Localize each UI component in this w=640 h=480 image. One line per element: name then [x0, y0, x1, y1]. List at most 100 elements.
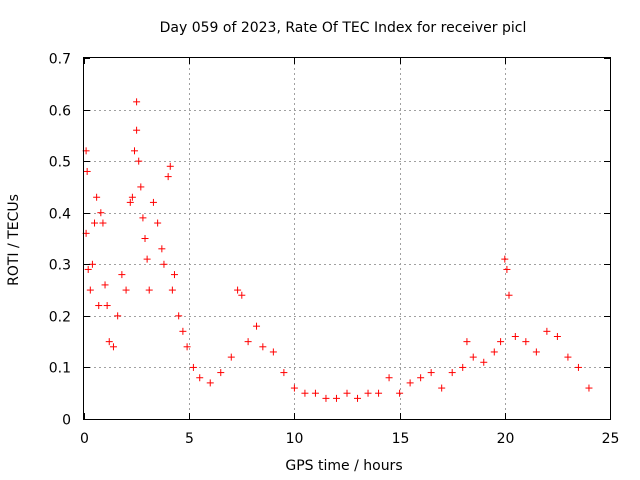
- data-point: [170, 271, 178, 279]
- data-point: [183, 343, 191, 351]
- data-point: [301, 389, 309, 397]
- data-point: [396, 389, 404, 397]
- data-point: [101, 281, 109, 289]
- data-point: [406, 379, 414, 387]
- data-point: [253, 322, 261, 330]
- data-point: [189, 363, 197, 371]
- data-point: [97, 209, 105, 217]
- y-tick-label: 0.5: [49, 155, 71, 171]
- data-point: [343, 389, 351, 397]
- data-point: [95, 302, 103, 310]
- data-point: [141, 235, 149, 242]
- data-point: [532, 348, 540, 356]
- x-tick-label: 15: [392, 431, 410, 447]
- data-point: [179, 327, 187, 335]
- data-point: [564, 353, 572, 361]
- data-point: [128, 193, 136, 201]
- data-point: [149, 198, 157, 206]
- data-point: [145, 286, 153, 294]
- data-point: [501, 255, 509, 263]
- data-point: [122, 286, 130, 294]
- data-point: [553, 332, 561, 340]
- data-point: [175, 312, 183, 320]
- x-tick-label: 5: [185, 431, 194, 447]
- data-point: [105, 338, 113, 346]
- y-axis-label: ROTI / TECUs: [6, 194, 22, 286]
- plot-frame: [83, 57, 611, 420]
- data-point: [118, 271, 126, 279]
- y-tick-label: 0.1: [49, 361, 71, 377]
- data-point: [143, 255, 151, 263]
- data-point: [511, 332, 519, 340]
- chart-title: Day 059 of 2023, Rate Of TEC Index for r…: [160, 20, 527, 36]
- x-tick-label: 0: [80, 431, 89, 447]
- data-point: [164, 173, 172, 181]
- data-point: [311, 389, 319, 397]
- data-point: [497, 338, 505, 346]
- data-point: [154, 219, 162, 227]
- data-marks: [82, 98, 593, 402]
- data-point: [83, 167, 91, 175]
- x-tick-label: 10: [286, 431, 304, 447]
- data-point: [91, 219, 99, 227]
- axis-ticks: 0 5 10 15 20 25 0 0.1 0.2 0.3 0.4 0.5 0.6 0.7: [49, 52, 620, 448]
- x-axis-label: GPS time / hours: [285, 458, 402, 474]
- y-tick-label: 0.2: [49, 310, 71, 326]
- data-point: [158, 245, 166, 253]
- data-point: [574, 363, 582, 371]
- y-tick-label: 0.7: [49, 52, 71, 68]
- grid: [84, 58, 610, 419]
- data-point: [505, 291, 513, 299]
- data-point: [133, 126, 141, 134]
- data-point: [322, 394, 330, 402]
- data-point: [109, 343, 117, 351]
- data-point: [448, 369, 456, 377]
- data-point: [86, 286, 94, 294]
- data-point: [135, 157, 143, 165]
- y-tick-label: 0.4: [49, 207, 71, 223]
- x-tick-label: 20: [497, 431, 515, 447]
- data-point: [137, 183, 145, 191]
- data-point: [126, 198, 134, 206]
- data-point: [354, 394, 362, 402]
- data-point: [196, 374, 204, 382]
- y-tick-label: 0.3: [49, 258, 71, 274]
- data-point: [280, 369, 288, 377]
- data-point: [99, 219, 107, 227]
- data-point: [238, 291, 246, 299]
- data-point: [480, 358, 488, 366]
- data-point: [427, 369, 435, 377]
- data-point: [103, 302, 111, 310]
- x-tick-label: 25: [602, 431, 620, 447]
- y-tick-label: 0: [62, 413, 71, 429]
- data-point: [168, 286, 176, 294]
- data-point: [290, 384, 298, 392]
- data-point: [166, 162, 174, 170]
- data-point: [332, 394, 340, 402]
- data-point: [130, 147, 138, 155]
- data-point: [234, 286, 242, 294]
- data-point: [543, 327, 551, 335]
- data-point: [206, 379, 214, 387]
- data-point: [139, 214, 147, 222]
- data-point: [375, 389, 383, 397]
- data-point: [438, 384, 446, 392]
- data-point: [217, 369, 225, 377]
- data-point: [88, 260, 96, 268]
- data-point: [503, 265, 511, 273]
- data-point: [160, 260, 168, 268]
- data-point: [522, 338, 530, 346]
- data-point: [364, 389, 372, 397]
- data-point: [385, 374, 393, 382]
- y-tick-label: 0.6: [49, 104, 71, 120]
- data-point: [459, 363, 467, 371]
- data-point: [84, 265, 92, 273]
- data-point: [269, 348, 277, 356]
- data-point: [227, 353, 235, 361]
- data-point: [133, 98, 141, 106]
- data-point: [114, 312, 122, 320]
- data-point: [259, 343, 267, 351]
- data-point: [469, 353, 477, 361]
- data-point: [93, 193, 101, 201]
